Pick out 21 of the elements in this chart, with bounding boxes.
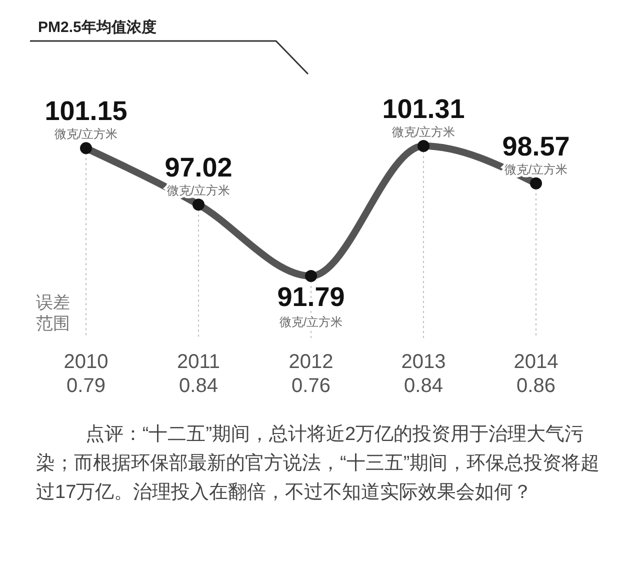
text: 0.84: [404, 375, 443, 397]
x-tick-label: 2011: [176, 351, 220, 373]
annotation: 微克/立方米: [279, 315, 343, 329]
text: 0.84: [179, 375, 218, 397]
x-tick-label: 2012: [288, 351, 334, 373]
data-label: 98.57: [502, 131, 570, 162]
data-label: 91.79: [277, 282, 345, 312]
annotation: 微克/立方米: [54, 127, 118, 142]
text: 0.86: [516, 375, 556, 397]
data-label: 97.02: [164, 152, 232, 183]
x-tick-label: 2010: [64, 351, 108, 373]
text: 误差范围: [36, 293, 70, 333]
data-label: 101.31: [382, 94, 465, 124]
x-tick-label: 2013: [401, 351, 446, 373]
x-tick-label: 2014: [514, 351, 558, 373]
annotation: 微克/立方米: [392, 125, 456, 139]
data-label: 101.15: [44, 96, 128, 126]
text: 点评：“十二五”期间，总计将近2万亿的投资用于治理大气污染；而根据环保部最新的官方说法，“十三五”期间，环保总投资将超过17万亿。治理投入在翻倍，不过不知道实际效果会如何？: [36, 423, 601, 505]
text: 0.76: [292, 375, 330, 397]
chart-title: PM2.5年均值浓度: [38, 18, 156, 36]
text: 0.79: [66, 375, 106, 397]
